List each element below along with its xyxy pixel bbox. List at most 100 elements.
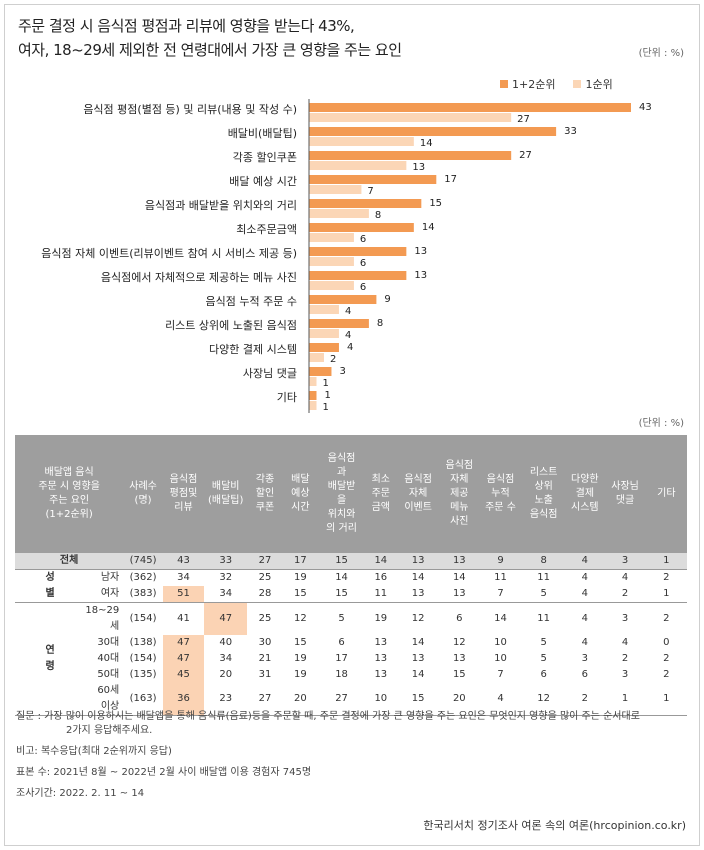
category-label: 배달비(배달팁) [228, 127, 297, 140]
header-n-text: 사례수 (명) [129, 481, 157, 506]
bar-s2 [309, 209, 369, 218]
table-cell: 30 [258, 637, 272, 648]
table-header-row: 배달앱 음식 주문 시 영향을 주는 요인 (1+2순위) 사례수 (명) 음식점 평점및… [15, 435, 687, 553]
chart-unit-label: (단위 : %) [638, 48, 684, 59]
category-label: 음식점 자체 이벤트(리뷰이벤트 참여 시 서비스 제공 등) [41, 247, 297, 260]
row-label: 50대 [97, 669, 120, 680]
table-cell: 11 [365, 586, 397, 603]
table-cell: 0 [663, 637, 670, 648]
row-label: 18~29세 [85, 605, 120, 632]
table-cell: 20 [219, 669, 233, 680]
column-header: 각종 할인 쿠폰 [247, 435, 283, 553]
table-cell: 4 [581, 637, 589, 648]
table-cell: 27 [318, 683, 366, 716]
column-header: 음식점 자체 제공 메뉴 사진 [439, 435, 479, 553]
table-cell: 47 [162, 635, 205, 651]
table-cell: 2 [663, 669, 670, 680]
bar-s2 [309, 113, 512, 122]
table-cell: 36 [162, 683, 205, 716]
data-label-s1: 17 [444, 174, 457, 185]
table-cell: 13 [374, 653, 388, 664]
table-cell: 14 [452, 572, 466, 583]
table-cell: 1 [645, 683, 687, 716]
table-cell: 12 [411, 613, 425, 624]
bar-s2 [309, 281, 354, 290]
table-cell: 13 [439, 553, 479, 570]
row-n: (362) [129, 572, 157, 583]
table-cell: 1 [604, 683, 646, 716]
data-label-s2: 7 [367, 186, 373, 197]
table-cell: 51 [162, 586, 205, 603]
bar-s2 [309, 329, 339, 338]
table-row: 50대 (135) 45 20 31 19 18 13 14 15 7 6 6 3 2 [15, 667, 687, 683]
chart-title: 주문 결정 시 음식점 평점과 리뷰에 영향을 받는다 43%, 여자, 18~… [18, 14, 402, 62]
table-cell: 15 [282, 586, 319, 603]
table-cell: 13 [396, 553, 440, 570]
data-label-s2: 13 [412, 162, 425, 173]
row-n: (154) [129, 653, 157, 664]
table-cell: 11 [494, 572, 507, 583]
data-label-s2: 4 [345, 330, 351, 341]
table-cell: 6 [456, 613, 463, 624]
column-header: 리스트 상위 노출 음식점 [522, 435, 566, 553]
table-cell: 11 [537, 572, 551, 583]
row-n: (383) [123, 586, 163, 603]
table-cell: 47 [162, 651, 205, 667]
table-row: 여자 (383) 51 34 28 15 15 11 13 13 7 5 4 2 1 [15, 586, 687, 603]
table-cell: 2 [663, 653, 670, 664]
table-cell: 4 [621, 637, 629, 648]
data-label-s1: 15 [429, 198, 442, 209]
table-cell: 16 [374, 572, 388, 583]
row-label: 여자 [85, 586, 124, 603]
table-cell: 14 [411, 669, 425, 680]
table-cell: 13 [439, 586, 479, 603]
table-cell: 1 [645, 586, 687, 603]
column-header: 음식점 평점및 리뷰 [162, 435, 205, 553]
source: 한국리서치 정기조사 여론 속의 여론(hrcopinion.co.kr) [423, 819, 686, 832]
bar-s2 [309, 161, 407, 170]
table-cell: 5 [540, 637, 547, 648]
table-cell: 4 [621, 572, 629, 583]
table-cell: 19 [374, 613, 388, 624]
category-label: 음식점에서 자체적으로 제공하는 메뉴 사진 [101, 270, 297, 284]
category-label: 음식점 평점(별점 등) 및 리뷰(내용 및 작성 수) [83, 103, 297, 116]
data-label-s1: 43 [639, 102, 652, 113]
legend-item-s2: 1순위 [573, 76, 613, 92]
legend-label-s1: 1+2순위 [512, 78, 556, 91]
table-cell: 12 [452, 637, 466, 648]
bar-s1 [309, 103, 631, 112]
table-cell: 9 [478, 553, 523, 570]
data-label-s1: 13 [414, 270, 427, 281]
table-body: 전체 (745) 43 33 27 17 15 14 13 13 9 8 4 3 1 성 별 남자 (362) 34 3… [15, 553, 687, 716]
table-cell: 4 [565, 586, 605, 603]
table-cell: 4 [581, 613, 589, 624]
table-cell: 4 [478, 683, 523, 716]
bar-s1 [309, 343, 339, 352]
bar-s2 [309, 305, 339, 314]
header-factor: 배달앱 음식 주문 시 영향을 주는 요인 (1+2순위) [15, 435, 124, 553]
table-cell: 10 [494, 653, 507, 664]
table-cell: 10 [365, 683, 397, 716]
table-cell: 13 [396, 586, 440, 603]
bar-s2 [309, 257, 354, 266]
row-n: (135) [129, 669, 157, 680]
bar-s1 [309, 199, 422, 208]
row-n: (154) [129, 613, 157, 624]
table-cell: 3 [581, 653, 589, 664]
table-cell: 12 [294, 613, 307, 624]
table-cell: 21 [258, 653, 272, 664]
table-cell: 10 [494, 637, 507, 648]
bar-s2 [309, 353, 324, 362]
row-n: (745) [123, 553, 163, 570]
table-cell: 5 [338, 613, 345, 624]
table-cell: 33 [204, 553, 248, 570]
table-cell: 6 [338, 637, 345, 648]
table-cell: 3 [604, 553, 646, 570]
legend-swatch-s2 [573, 80, 582, 88]
table-cell: 5 [522, 586, 566, 603]
table-cell: 6 [540, 669, 547, 680]
column-header: 다양한 결제 시스템 [565, 435, 605, 553]
table-cell: 32 [219, 572, 233, 583]
frame [4, 4, 700, 846]
